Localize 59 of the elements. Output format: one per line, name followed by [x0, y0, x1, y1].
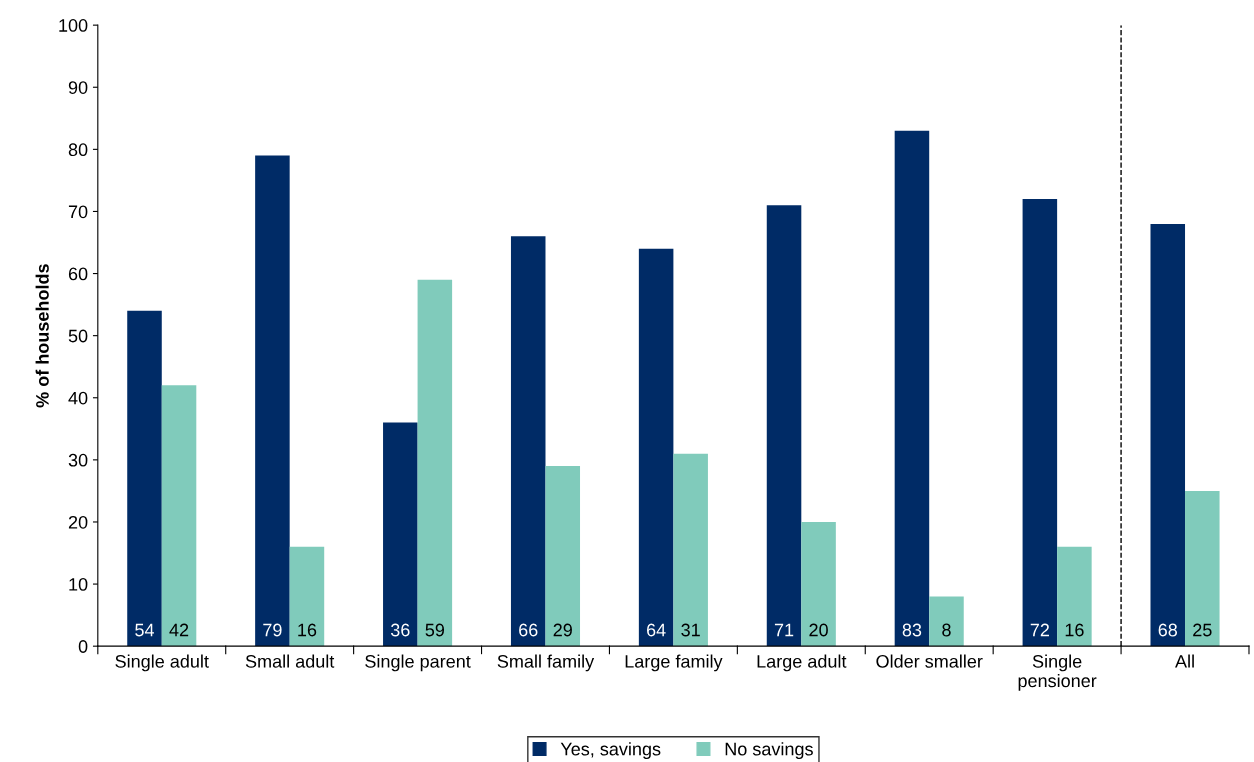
- data-label: 54: [135, 623, 155, 637]
- bar: [673, 453, 708, 647]
- y-tick-label: 100: [59, 19, 88, 32]
- x-tick-label: Single parent: [365, 654, 471, 672]
- data-label: 31: [681, 623, 700, 637]
- bar: [383, 422, 418, 647]
- y-tick-label: 40: [68, 391, 88, 405]
- x-tick-label: Older smaller: [876, 654, 983, 668]
- data-label: 29: [553, 623, 572, 637]
- data-label: 20: [809, 623, 828, 637]
- data-label: 8: [942, 623, 951, 637]
- x-tick-label: Single pensioner: [1018, 654, 1097, 691]
- bar: [255, 155, 290, 647]
- bar: [1022, 199, 1058, 647]
- y-tick-label: 50: [68, 329, 88, 343]
- data-label: 66: [519, 623, 538, 637]
- bar: [545, 466, 581, 647]
- bar: [766, 205, 802, 647]
- bar: [638, 248, 674, 647]
- legend-label: Yes, savings: [560, 742, 661, 760]
- bar: [1150, 223, 1186, 647]
- data-label: 71: [774, 623, 794, 637]
- x-tick-label: Single adult: [115, 654, 209, 672]
- data-label: 42: [169, 623, 189, 637]
- y-tick-label: 80: [68, 143, 88, 157]
- bar: [894, 130, 930, 647]
- bar: [801, 521, 836, 647]
- x-tick-label: Small adult: [245, 654, 335, 668]
- y-tick-label: 20: [68, 515, 88, 529]
- legend-label: No savings: [725, 742, 813, 760]
- bar: [1057, 546, 1092, 647]
- bar: [161, 385, 197, 647]
- x-tick-label: Small family: [497, 654, 595, 672]
- y-axis-title: % of households: [35, 264, 49, 408]
- data-label: 16: [298, 623, 317, 637]
- bar: [510, 236, 546, 647]
- y-tick-label: 60: [68, 267, 88, 281]
- data-label: 36: [390, 623, 410, 637]
- bar: [929, 596, 964, 647]
- x-tick-label: Large family: [625, 654, 723, 672]
- bar: [289, 546, 325, 647]
- y-tick-label: 90: [68, 81, 88, 94]
- x-tick-label: Large adult: [757, 654, 847, 672]
- bar: [417, 279, 453, 647]
- data-label: 64: [647, 623, 666, 637]
- data-label: 68: [1158, 623, 1178, 637]
- bar: [1185, 490, 1220, 647]
- x-tick-label: All: [1175, 654, 1194, 668]
- data-label: 59: [425, 623, 445, 637]
- data-label: 72: [1030, 623, 1049, 637]
- data-label: 16: [1065, 623, 1084, 637]
- data-label: 25: [1193, 623, 1212, 637]
- data-label: 83: [902, 623, 922, 637]
- y-tick-label: 70: [68, 205, 88, 219]
- data-label: 79: [263, 623, 282, 637]
- y-tick-label: 30: [68, 453, 88, 467]
- bar: [127, 310, 162, 647]
- y-tick-label: 10: [69, 578, 88, 591]
- y-tick-label: 0: [78, 640, 88, 653]
